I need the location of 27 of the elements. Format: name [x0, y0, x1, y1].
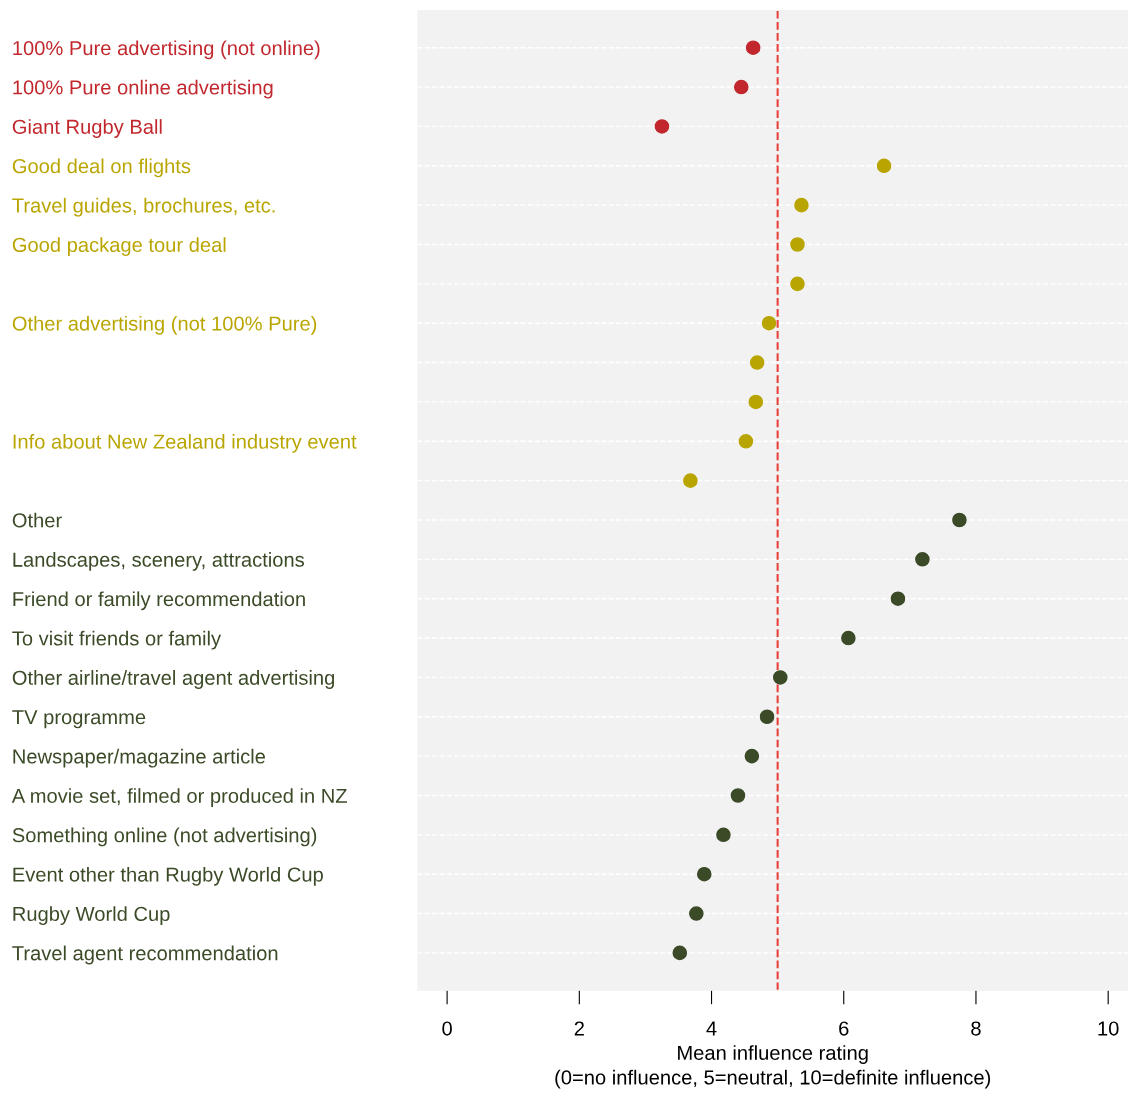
x-tick-label: 10: [1098, 1021, 1119, 1036]
y-tick-label: Newspaper/magazine article: [13, 748, 266, 768]
y-tick-label: 100% Pure advertising (not online): [13, 40, 320, 60]
y-tick-label: Friend or family recommendation: [13, 591, 305, 611]
y-tick-label: TV programme: [12, 710, 146, 729]
x-tick-label: 6: [839, 1021, 849, 1036]
x-tick-label: 2: [574, 1021, 584, 1036]
y-tick-label: Travel guides, brochures, etc.: [12, 197, 275, 217]
y-tick-label: To visit friends or family: [12, 630, 222, 650]
y-tick-label: Landscapes, scenery, attractions: [13, 552, 305, 571]
y-tick-label: Travel agent recommendation: [12, 945, 278, 965]
y-tick-label: Rugby World Cup: [13, 906, 170, 926]
y-tick-label: Other advertising (not 100% Pure): [12, 315, 317, 335]
y-tick-label: Good deal on flights: [12, 158, 191, 178]
x-tick-label: 0: [442, 1021, 452, 1036]
y-tick-label: A movie set, filmed or produced in NZ: [11, 788, 347, 807]
x-axis-title: Mean influence rating (0=no influence, 5=neutral, 10=definite influence): [555, 1045, 991, 1089]
y-tick-label: Giant Rugby Ball: [12, 119, 162, 138]
y-tick-label: Good package tour deal: [12, 237, 226, 256]
y-tick-label: Other: [12, 512, 62, 528]
y-tick-label: Something online (not advertising): [12, 827, 317, 847]
y-tick-label: Event other than Rugby World Cup: [13, 866, 323, 886]
x-tick-label: 8: [971, 1021, 981, 1036]
x-tick-label: 4: [706, 1021, 717, 1036]
y-tick-label: 100% Pure online advertising: [13, 79, 273, 99]
y-tick-label: Info about New Zealand industry event: [13, 433, 357, 453]
y-tick-label: Other airline/travel agent advertising: [12, 670, 335, 689]
